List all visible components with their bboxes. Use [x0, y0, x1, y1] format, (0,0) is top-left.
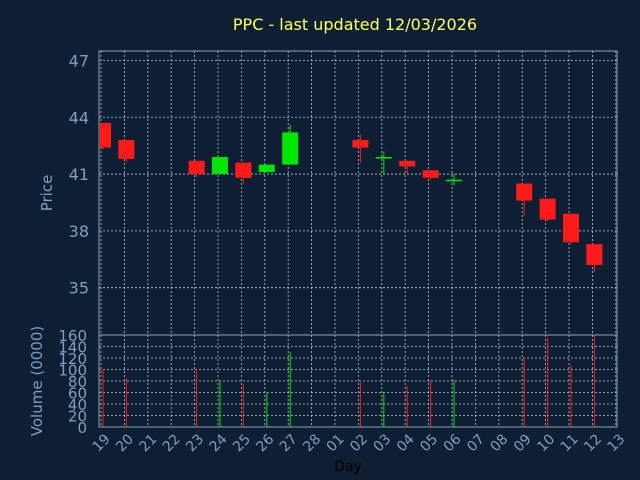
x-tick-label: 25 [230, 431, 254, 455]
candle-body [586, 244, 603, 265]
volume-tick-label: 40 [68, 396, 87, 414]
chart-title: PPC - last updated 12/03/2026 [233, 15, 477, 34]
volume-tick-label: 80 [68, 373, 87, 391]
volume-axis-label: Volume (0000) [28, 326, 46, 436]
volume-tick-label: 120 [58, 350, 87, 368]
x-tick-label: 28 [300, 431, 324, 455]
x-tick-label: 06 [441, 431, 465, 455]
x-tick-label: 02 [347, 431, 371, 455]
candle-body [188, 160, 205, 175]
x-tick-label: 03 [370, 431, 394, 455]
volume-tick-label: 160 [58, 327, 87, 345]
x-axis-label: Day [334, 459, 362, 475]
x-tick-label: 26 [253, 431, 277, 455]
candle-body [282, 132, 299, 165]
candle-body [563, 213, 579, 243]
x-tick-labels: 19 20 21 22 23 24 25 26 27 28 01 02 03 04 05 06 07 08 09 10… [90, 431, 629, 455]
candle-body [446, 179, 462, 182]
price-tick-label: 38 [69, 222, 89, 241]
candle-body [375, 157, 392, 159]
x-tick-label: 04 [394, 431, 418, 455]
candle-body [399, 160, 416, 167]
volume-gridlines [99, 334, 617, 428]
volume-tick-label: 20 [68, 408, 87, 426]
price-tick-labels: 35 38 41 44 47 [69, 51, 89, 297]
price-tick-label: 41 [69, 165, 89, 184]
candle-body [516, 183, 533, 201]
candle-body [258, 164, 275, 173]
x-tick-label: 13 [604, 431, 628, 455]
x-tick-label: 24 [207, 431, 231, 455]
x-tick-label: 22 [160, 431, 184, 455]
x-tick-label: 27 [277, 431, 301, 455]
x-tick-label: 12 [581, 431, 605, 455]
x-tick-label: 19 [90, 431, 114, 455]
volume-tick-label: 0 [77, 419, 87, 437]
candle-body [212, 157, 228, 175]
x-tick-label: 23 [183, 431, 207, 455]
candle-body [539, 198, 556, 220]
x-tick-label: 09 [511, 431, 535, 455]
volume-tick-label: 140 [58, 339, 87, 357]
price-gridlines [99, 51, 617, 335]
price-candles [100, 122, 603, 273]
price-tick-label: 44 [69, 108, 89, 127]
x-tick-label: 20 [113, 431, 137, 455]
x-tick-label: 01 [324, 431, 348, 455]
volume-tick-label: 60 [68, 385, 87, 403]
x-tick-label: 05 [417, 431, 441, 455]
x-tick-label: 07 [464, 431, 488, 455]
volume-bars [102, 335, 595, 427]
x-tick-label: 08 [487, 431, 511, 455]
price-axis-label: Price [38, 175, 56, 212]
candle-body [118, 139, 135, 159]
price-tick-label: 47 [69, 51, 89, 70]
price-tick-label: 35 [69, 279, 89, 298]
x-tick-label: 11 [558, 431, 582, 455]
candle-body [235, 162, 252, 178]
candle-body [352, 139, 369, 148]
volume-plot-frame [98, 334, 618, 428]
price-panel: 35 38 41 44 47 Price [38, 50, 618, 336]
x-tick-label: 21 [136, 431, 160, 455]
candle-body [100, 122, 111, 148]
candle-body [422, 170, 439, 178]
volume-tick-label: 100 [58, 362, 87, 380]
x-tick-label: 10 [534, 431, 558, 455]
